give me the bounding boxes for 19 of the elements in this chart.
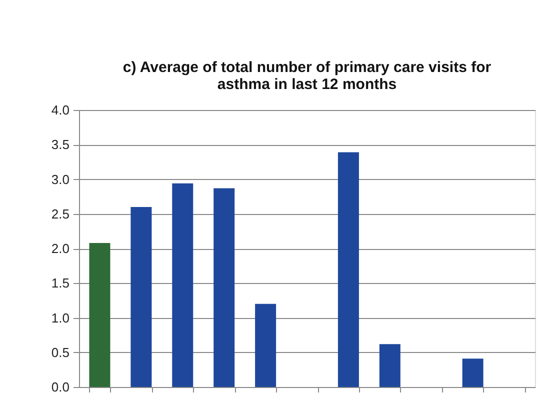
y-tick-label: 2.0 — [51, 241, 70, 256]
bar — [379, 344, 400, 387]
y-tick-label: 3.0 — [51, 172, 70, 187]
y-tick-label: 4.0 — [51, 102, 70, 118]
text: c) Average of total number of primary care visits for — [122, 59, 492, 76]
y-tick-label: 2.5 — [51, 206, 70, 222]
bar — [172, 183, 194, 387]
bar — [130, 206, 152, 387]
bar — [89, 242, 110, 387]
y-tick-label: 0.5 — [51, 344, 70, 360]
bar — [462, 358, 484, 387]
bar — [338, 152, 359, 387]
y-tick-label: 3.5 — [51, 137, 70, 152]
bar — [214, 188, 235, 387]
y-tick-label: 1.5 — [51, 276, 70, 291]
y-tick-label: 1.0 — [51, 310, 70, 326]
bar — [255, 304, 276, 387]
y-tick-label: 0.0 — [51, 380, 70, 394]
text: asthma in last 12 months — [217, 76, 397, 93]
